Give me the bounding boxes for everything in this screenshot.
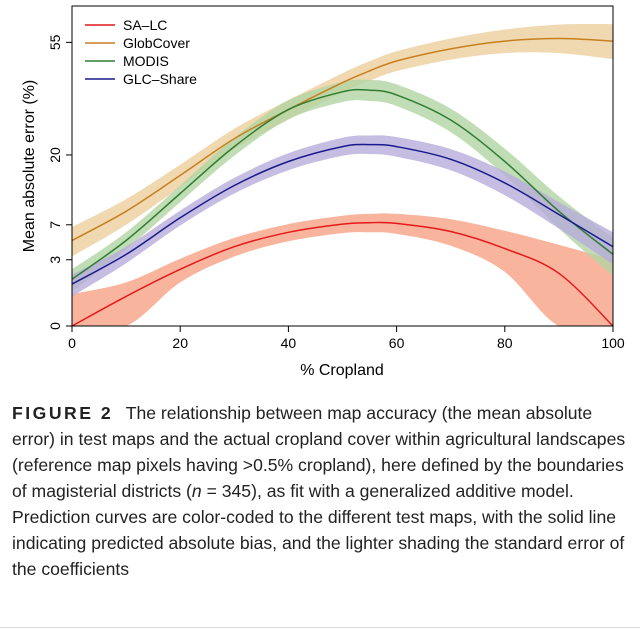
- caption-text-end: = 345), as fit with a generalized additi…: [12, 481, 625, 579]
- series-line-glc-share: [72, 143, 613, 285]
- y-tick-label: 3: [47, 256, 63, 264]
- legend-label: GlobCover: [123, 35, 190, 51]
- figure-caption: FIGURE 2 The relationship between map ac…: [12, 400, 632, 582]
- band-globcover: [72, 24, 613, 257]
- bottom-rule: [0, 627, 640, 628]
- series-line-globcover: [72, 37, 613, 242]
- caption-n-symbol: n: [191, 481, 202, 501]
- series-line-modis: [72, 88, 613, 280]
- x-tick-label: 20: [172, 335, 188, 351]
- y-tick-label: 20: [47, 147, 63, 163]
- y-tick-label: 0: [47, 322, 63, 330]
- plot-frame: [71, 5, 614, 327]
- legend-label: SA–LC: [123, 17, 167, 33]
- figure-label: FIGURE 2: [12, 403, 114, 423]
- series-line-sa-lc: [72, 221, 613, 326]
- x-tick-label: 40: [281, 335, 297, 351]
- band-sa-lc: [72, 213, 613, 326]
- legend: SA–LC GlobCover MODIS GLC–Share: [85, 17, 197, 87]
- band-glc-share: [72, 135, 613, 297]
- band-modis: [72, 79, 613, 292]
- x-tick-label: 100: [601, 335, 625, 351]
- chart: 0 20 40 60 80 100 0 3 7 20 55 % Cropland Mean abs…: [21, 5, 625, 379]
- caption-text-start: The relationship between map accuracy (t…: [12, 403, 626, 501]
- x-tick-label: 0: [68, 335, 76, 351]
- y-tick-label: 7: [47, 221, 63, 229]
- y-tick-label: 55: [47, 34, 63, 50]
- legend-label: MODIS: [123, 53, 169, 69]
- x-axis-label: % Cropland: [300, 362, 384, 379]
- x-tick-label: 80: [497, 335, 513, 351]
- y-axis-label: Mean absolute error (%): [21, 80, 38, 253]
- x-tick-label: 60: [389, 335, 405, 351]
- legend-label: GLC–Share: [123, 71, 197, 87]
